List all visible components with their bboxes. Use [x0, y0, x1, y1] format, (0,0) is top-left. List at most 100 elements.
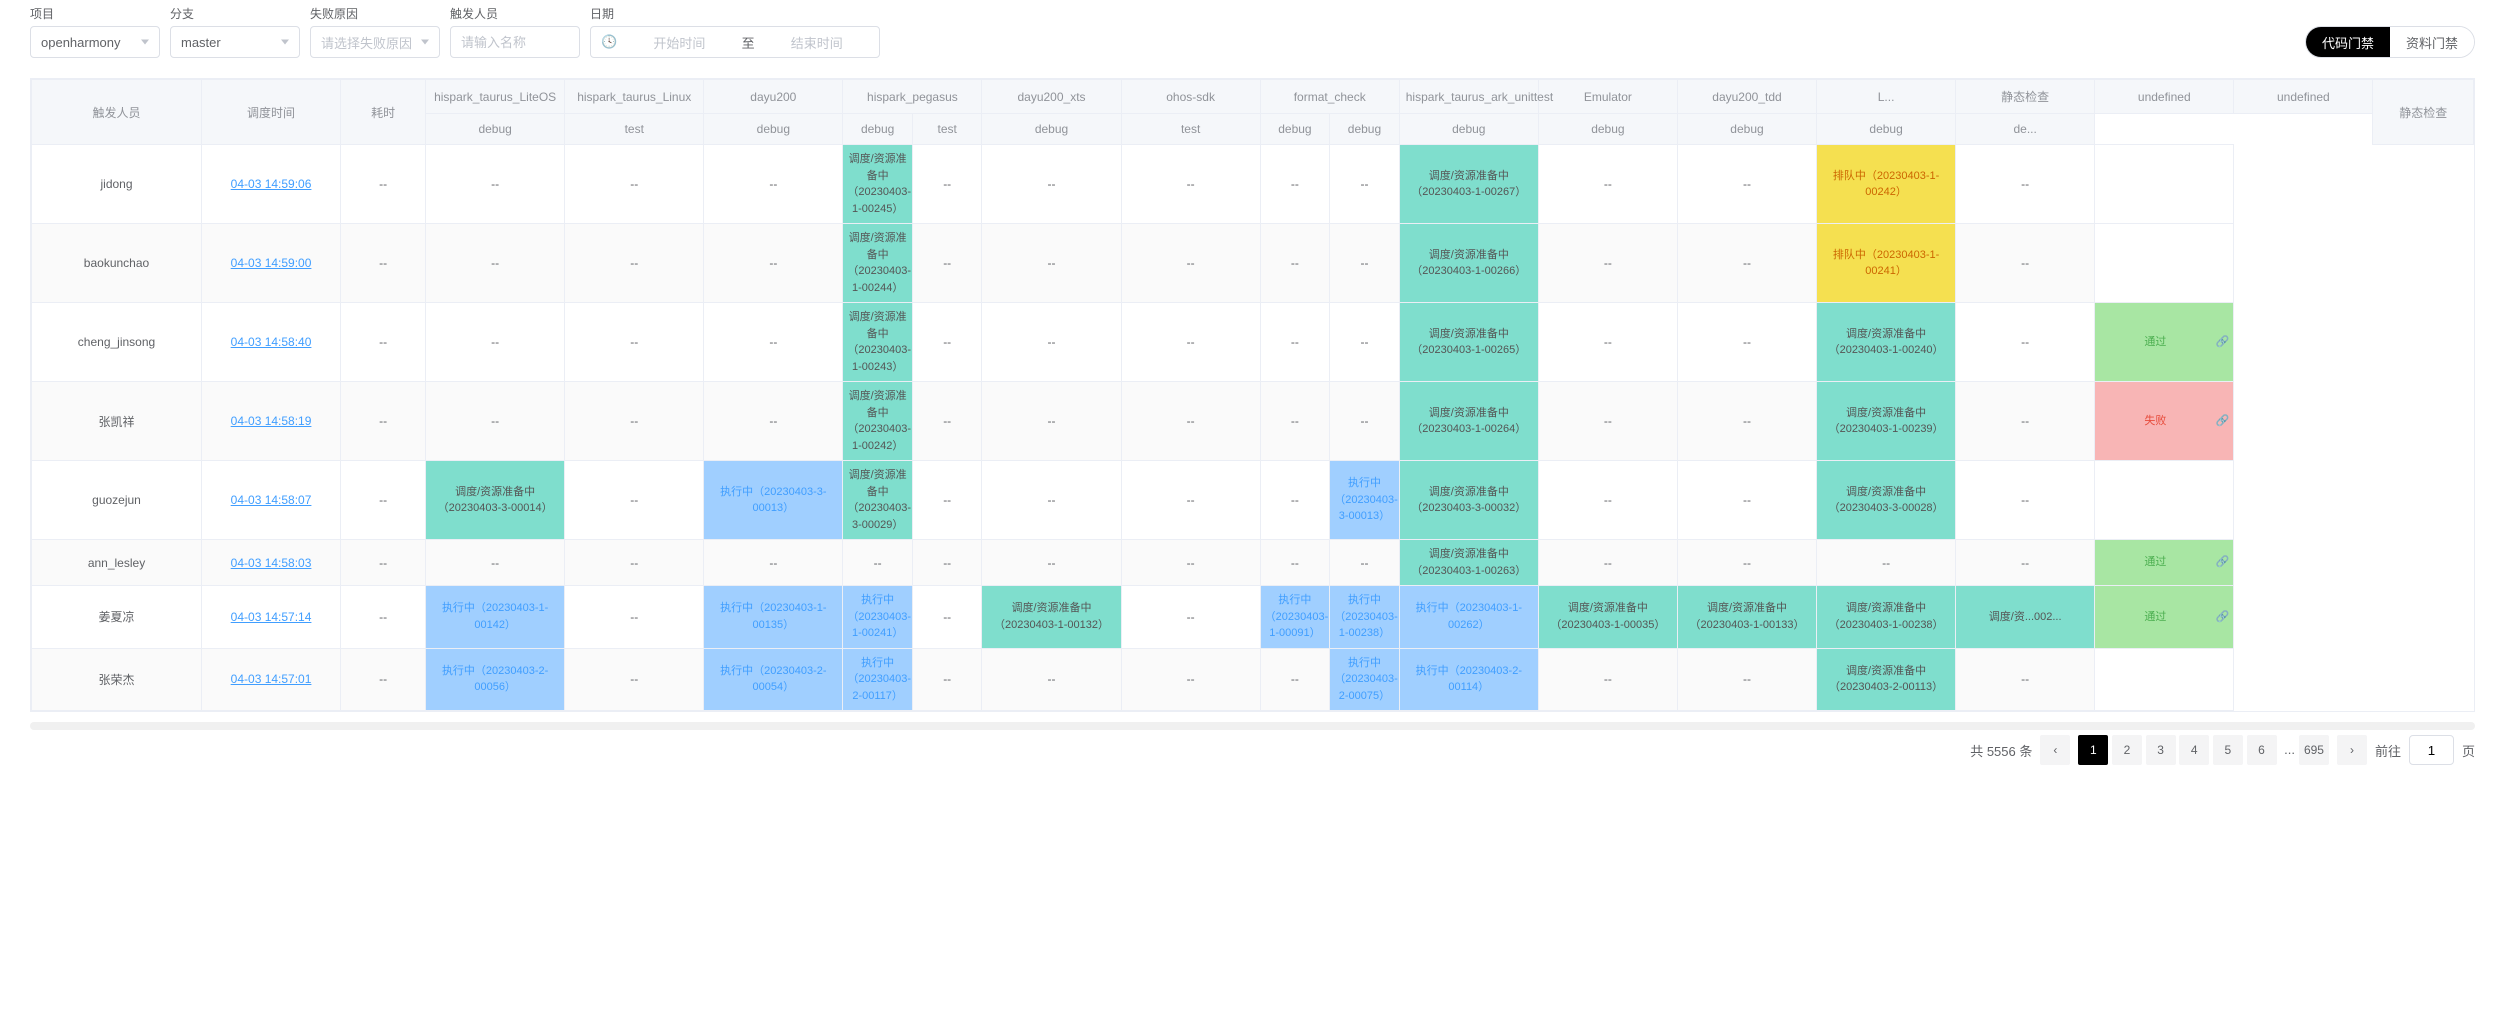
- failreason-placeholder: 请选择失败原因: [321, 33, 412, 52]
- link-icon[interactable]: 🔗: [2216, 554, 2230, 571]
- cell-static[interactable]: 失败🔗: [2095, 382, 2234, 461]
- cell-status[interactable]: 调度/资源准备中（20230403-3-00014）: [426, 461, 565, 540]
- pager-page-5[interactable]: 5: [2213, 735, 2243, 765]
- cell-status[interactable]: 调度/资源准备中（20230403-1-00133）: [1677, 586, 1816, 649]
- cell-status: --: [1538, 145, 1677, 224]
- cell-time[interactable]: 04-03 14:58:19: [202, 382, 341, 461]
- cell-time[interactable]: 04-03 14:57:14: [202, 586, 341, 649]
- link-icon[interactable]: 🔗: [2216, 609, 2230, 626]
- failreason-select[interactable]: 请选择失败原因: [310, 26, 440, 58]
- cell-time[interactable]: 04-03 14:59:06: [202, 145, 341, 224]
- filter-project: 项目 openharmony: [30, 5, 160, 58]
- cell-status[interactable]: 调度/资源准备中（20230403-1-00238）: [1817, 586, 1956, 649]
- cell-status[interactable]: 执行中（20230403-2-00117）: [843, 648, 913, 711]
- cell-status: --: [982, 303, 1121, 382]
- cell-status: --: [1538, 303, 1677, 382]
- cell-status[interactable]: 执行中（20230403-1-00238）: [1330, 586, 1400, 649]
- cell-status[interactable]: 执行中（20230403-2-00075）: [1330, 648, 1400, 711]
- cell-dur: --: [341, 382, 426, 461]
- cell-status[interactable]: 排队中（20230403-1-00242）: [1817, 145, 1956, 224]
- cell-status[interactable]: 执行中（20230403-1-00091）: [1260, 586, 1330, 649]
- cell-status[interactable]: 调度/资源准备中（20230403-1-00239）: [1817, 382, 1956, 461]
- cell-dur: --: [341, 145, 426, 224]
- cell-status: --: [1260, 540, 1330, 586]
- pager-page-4[interactable]: 4: [2179, 735, 2209, 765]
- cell-status[interactable]: 调度/资源准备中（20230403-1-00265）: [1399, 303, 1538, 382]
- cell-status[interactable]: 调度/资源准备中（20230403-3-00029）: [843, 461, 913, 540]
- cell-static[interactable]: 通过🔗: [2095, 540, 2234, 586]
- cell-status[interactable]: 执行中（20230403-3-00013）: [1330, 461, 1400, 540]
- cell-status[interactable]: 执行中（20230403-1-00241）: [843, 586, 913, 649]
- cell-status[interactable]: 调度/资源准备中（20230403-2-00113）: [1817, 648, 1956, 711]
- pager-page-3[interactable]: 3: [2146, 735, 2176, 765]
- pager-page-1[interactable]: 1: [2078, 735, 2108, 765]
- cell-status: --: [1956, 461, 2095, 540]
- cell-status[interactable]: 调度/资源准备中（20230403-1-00244）: [843, 224, 913, 303]
- pager-total: 共 5556 条: [1970, 741, 2032, 760]
- pager-prev[interactable]: ‹: [2040, 735, 2070, 765]
- th-sub-9: debug: [1399, 114, 1538, 145]
- cell-status[interactable]: 调度/资源准备中（20230403-3-00032）: [1399, 461, 1538, 540]
- cell-time[interactable]: 04-03 14:57:01: [202, 648, 341, 711]
- cell-status[interactable]: 执行中（20230403-2-00054）: [704, 648, 843, 711]
- table-wrap[interactable]: 触发人员调度时间耗时hispark_taurus_LiteOShispark_t…: [30, 78, 2475, 712]
- branch-select[interactable]: master: [170, 26, 300, 58]
- pager-next[interactable]: ›: [2337, 735, 2367, 765]
- pager-page-6[interactable]: 6: [2247, 735, 2277, 765]
- cell-status[interactable]: 调度/资源准备中（20230403-1-00245）: [843, 145, 913, 224]
- cell-status: --: [912, 145, 982, 224]
- cell-status[interactable]: 执行中（20230403-1-00142）: [426, 586, 565, 649]
- pager-goto-input[interactable]: [2409, 735, 2454, 765]
- link-icon[interactable]: 🔗: [2216, 413, 2230, 430]
- cell-dur: --: [341, 461, 426, 540]
- th-user: 触发人员: [32, 80, 202, 145]
- cell-status[interactable]: 调度/资源准备中（20230403-1-00243）: [843, 303, 913, 382]
- cell-status[interactable]: 调度/资源准备中（20230403-1-00263）: [1399, 540, 1538, 586]
- cell-status[interactable]: 调度/资...002...: [1956, 586, 2095, 649]
- pager-page-2[interactable]: 2: [2112, 735, 2142, 765]
- table-row: baokunchao04-03 14:59:00--------调度/资源准备中…: [32, 224, 2474, 303]
- cell-status: --: [912, 461, 982, 540]
- cell-status[interactable]: 执行中（20230403-1-00135）: [704, 586, 843, 649]
- cell-status[interactable]: 调度/资源准备中（20230403-1-00035）: [1538, 586, 1677, 649]
- cell-static[interactable]: 通过🔗: [2095, 303, 2234, 382]
- cell-status[interactable]: 执行中（20230403-2-00056）: [426, 648, 565, 711]
- cell-time[interactable]: 04-03 14:58:07: [202, 461, 341, 540]
- cell-status[interactable]: 调度/资源准备中（20230403-1-00267）: [1399, 145, 1538, 224]
- cell-time[interactable]: 04-03 14:58:03: [202, 540, 341, 586]
- cell-status[interactable]: 执行中（20230403-2-00114）: [1399, 648, 1538, 711]
- cell-status[interactable]: 调度/资源准备中（20230403-3-00028）: [1817, 461, 1956, 540]
- cell-status[interactable]: 调度/资源准备中（20230403-1-00132）: [982, 586, 1121, 649]
- th-dur: 耗时: [341, 80, 426, 145]
- pagination: 共 5556 条 ‹ 1 2 3 4 5 6 ...695 › 前往 页: [0, 730, 2505, 780]
- date-range[interactable]: 🕓 开始时间 至 结束时间: [590, 26, 880, 58]
- cell-status[interactable]: 调度/资源准备中（20230403-1-00266）: [1399, 224, 1538, 303]
- cell-dur: --: [341, 303, 426, 382]
- cell-status[interactable]: 调度/资源准备中（20230403-1-00242）: [843, 382, 913, 461]
- cell-time[interactable]: 04-03 14:59:00: [202, 224, 341, 303]
- cell-status[interactable]: 排队中（20230403-1-00241）: [1817, 224, 1956, 303]
- th-task-11: 静态检查: [1956, 80, 2095, 114]
- link-icon[interactable]: 🔗: [2216, 334, 2230, 351]
- cell-static: [2095, 648, 2234, 711]
- filter-failreason-label: 失败原因: [310, 5, 440, 22]
- cell-status[interactable]: 调度/资源准备中（20230403-1-00264）: [1399, 382, 1538, 461]
- horizontal-scrollbar[interactable]: [30, 722, 2475, 730]
- cell-time[interactable]: 04-03 14:58:40: [202, 303, 341, 382]
- trigger-input[interactable]: [450, 26, 580, 58]
- toggle-material[interactable]: 资料门禁: [2390, 27, 2474, 57]
- date-end-placeholder: 结束时间: [765, 33, 869, 52]
- toggle-code[interactable]: 代码门禁: [2306, 27, 2390, 57]
- cell-status: --: [912, 586, 982, 649]
- date-sep: 至: [742, 33, 755, 52]
- pager-page-695[interactable]: 695: [2299, 735, 2329, 765]
- cell-status: --: [982, 145, 1121, 224]
- cell-status[interactable]: 执行中（20230403-3-00013）: [704, 461, 843, 540]
- cell-status[interactable]: 调度/资源准备中（20230403-1-00240）: [1817, 303, 1956, 382]
- project-select[interactable]: openharmony: [30, 26, 160, 58]
- cell-static[interactable]: 通过🔗: [2095, 586, 2234, 649]
- cell-status: --: [1677, 382, 1816, 461]
- cell-status[interactable]: 执行中（20230403-1-00262）: [1399, 586, 1538, 649]
- pager-goto-pre: 前往: [2375, 741, 2401, 760]
- pager-goto-post: 页: [2462, 741, 2475, 760]
